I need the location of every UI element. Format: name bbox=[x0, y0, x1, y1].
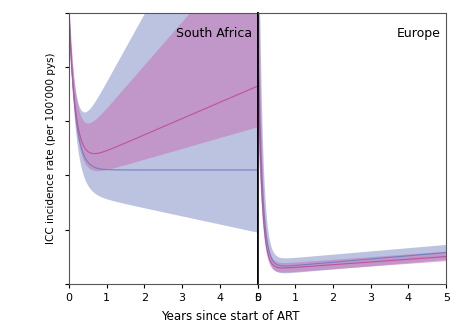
Text: Europe: Europe bbox=[396, 27, 440, 39]
Text: South Africa: South Africa bbox=[175, 27, 252, 39]
Text: Years since start of ART: Years since start of ART bbox=[160, 310, 299, 323]
Y-axis label: ICC incidence rate (per 100’000 pys): ICC incidence rate (per 100’000 pys) bbox=[46, 52, 56, 244]
